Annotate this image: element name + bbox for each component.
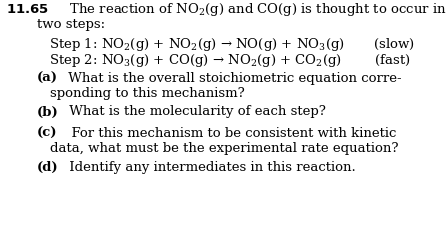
Text: Step 1: $\mathregular{NO_2}$(g) + $\mathregular{NO_2}$(g) → NO(g) + $\mathregula: Step 1: $\mathregular{NO_2}$(g) + $\math… [49, 36, 415, 53]
Text: Identify any intermediates in this reaction.: Identify any intermediates in this react… [65, 161, 355, 174]
Text: For this mechanism to be consistent with kinetic: For this mechanism to be consistent with… [63, 127, 396, 140]
Text: (c): (c) [37, 127, 57, 140]
Text: Step 2: $\mathregular{NO_3}$(g) + CO(g) → $\mathregular{NO_2}$(g) + $\mathregula: Step 2: $\mathregular{NO_3}$(g) + CO(g) … [49, 52, 411, 69]
Text: two steps:: two steps: [37, 18, 105, 31]
Text: (b): (b) [37, 106, 59, 119]
Text: What is the molecularity of each step?: What is the molecularity of each step? [65, 106, 326, 119]
Text: (d): (d) [37, 161, 58, 174]
Text: sponding to this mechanism?: sponding to this mechanism? [50, 88, 245, 100]
Text: data, what must be the experimental rate equation?: data, what must be the experimental rate… [50, 143, 399, 155]
Text: $\mathbf{11.65}$: $\mathbf{11.65}$ [6, 3, 49, 16]
Text: The reaction of $\mathregular{NO_2}$(g) and CO(g) is thought to occur in: The reaction of $\mathregular{NO_2}$(g) … [61, 1, 447, 18]
Text: (a): (a) [37, 72, 58, 85]
Text: What is the overall stoichiometric equation corre-: What is the overall stoichiometric equat… [64, 72, 401, 85]
